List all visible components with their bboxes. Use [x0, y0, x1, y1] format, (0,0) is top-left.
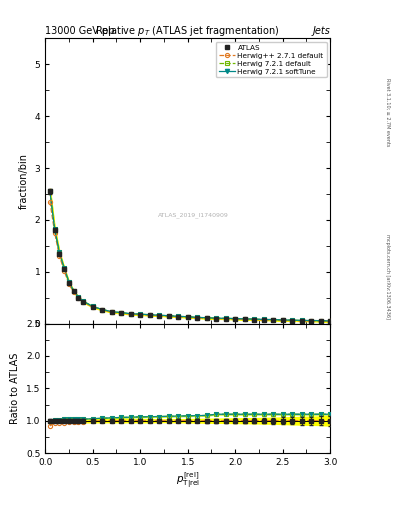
Y-axis label: fraction/bin: fraction/bin [19, 153, 29, 209]
X-axis label: $p_{\rm T|rel}^{\rm [rel]}$: $p_{\rm T|rel}^{\rm [rel]}$ [176, 470, 200, 489]
Legend: ATLAS, Herwig++ 2.7.1 default, Herwig 7.2.1 default, Herwig 7.2.1 softTune: ATLAS, Herwig++ 2.7.1 default, Herwig 7.… [216, 42, 327, 77]
Text: mcplots.cern.ch [arXiv:1306.3436]: mcplots.cern.ch [arXiv:1306.3436] [385, 234, 390, 319]
Text: 13000 GeV pp: 13000 GeV pp [45, 26, 115, 35]
Y-axis label: Ratio to ATLAS: Ratio to ATLAS [10, 353, 20, 424]
Text: Rivet 3.1.10; ≥ 2.7M events: Rivet 3.1.10; ≥ 2.7M events [385, 78, 390, 147]
Text: ATLAS_2019_I1740909: ATLAS_2019_I1740909 [158, 212, 229, 218]
Title: Relative $p_T$ (ATLAS jet fragmentation): Relative $p_T$ (ATLAS jet fragmentation) [95, 24, 280, 38]
Text: Jets: Jets [312, 26, 330, 35]
